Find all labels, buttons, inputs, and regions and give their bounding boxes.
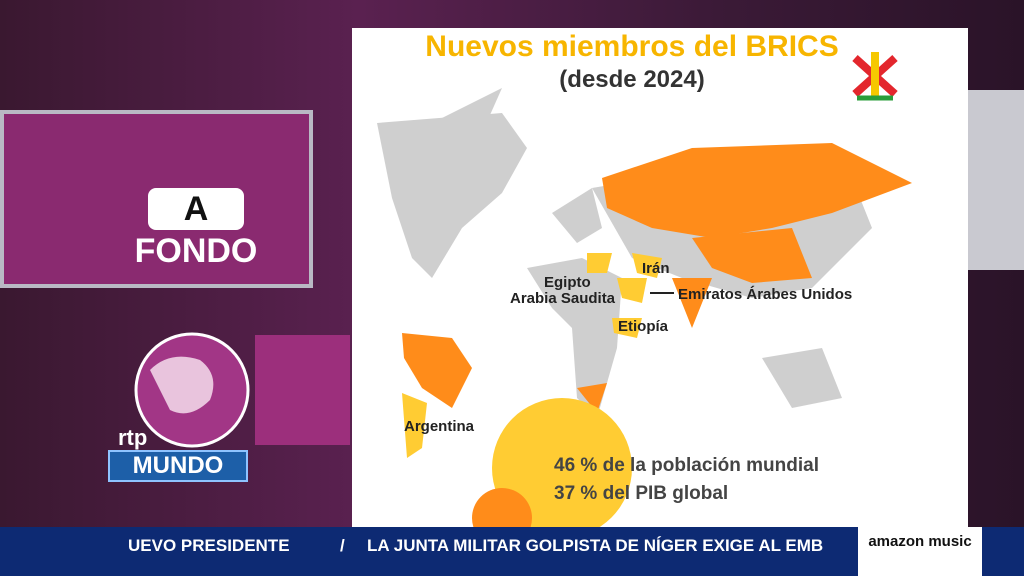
map-label: Irán [642,260,670,277]
panel [255,335,350,445]
ticker-item: UEVO PRESIDENTE [128,536,290,555]
ticker: UEVO PRESIDENTE / LA JUNTA MILITAR GOLPI… [0,527,1024,576]
map-label: Etiopía [618,318,669,335]
map-label: Emiratos Árabes Unidos [678,286,853,303]
stat: 37 % del PIB global [554,483,729,504]
channel-name: MUNDO [108,450,248,482]
world-map [377,88,912,527]
subtitle: (desde 2024) [559,66,705,93]
panel [968,90,1024,270]
map-label: Argentina [404,418,475,435]
ticker-item: LA JUNTA MILITAR GOLPISTA DE NÍGER EXIGE… [367,536,824,555]
badge: A [148,188,244,230]
channel-small: rtp [118,425,148,450]
title: Nuevos miembros del BRICS [425,30,839,63]
ticker-separator: / [340,536,345,555]
map-label: Arabia Saudita [510,290,616,307]
program-name: FONDO [134,232,258,270]
map-label: Egipto [544,274,591,291]
stat: 46 % de la población mundial [554,455,819,476]
globe-logo [134,332,250,448]
infographic: Nuevos miembros del BRICS (desde 2024) [352,28,968,527]
logo [852,52,898,101]
sponsor: amazon music [858,527,982,576]
